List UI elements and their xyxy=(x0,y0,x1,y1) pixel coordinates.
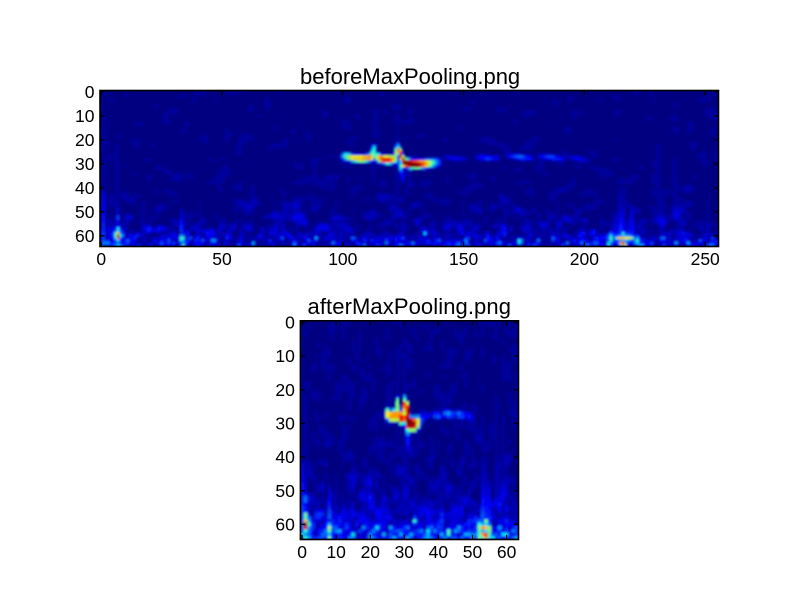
svg-text:beforeMaxPooling.png: beforeMaxPooling.png xyxy=(300,64,520,89)
svg-text:0: 0 xyxy=(96,249,106,269)
svg-text:0: 0 xyxy=(85,82,95,102)
svg-text:100: 100 xyxy=(328,249,357,269)
svg-text:50: 50 xyxy=(75,202,95,222)
svg-text:40: 40 xyxy=(75,178,95,198)
svg-text:50: 50 xyxy=(212,249,232,269)
svg-text:afterMaxPooling.png: afterMaxPooling.png xyxy=(308,294,512,319)
svg-text:50: 50 xyxy=(463,542,483,562)
svg-text:50: 50 xyxy=(275,481,295,501)
svg-text:10: 10 xyxy=(75,106,95,126)
svg-text:20: 20 xyxy=(75,130,95,150)
svg-text:20: 20 xyxy=(361,542,381,562)
svg-text:40: 40 xyxy=(275,447,295,467)
svg-text:20: 20 xyxy=(275,380,295,400)
svg-text:200: 200 xyxy=(570,249,599,269)
svg-text:10: 10 xyxy=(326,542,346,562)
svg-text:150: 150 xyxy=(449,249,478,269)
svg-text:60: 60 xyxy=(275,515,295,535)
svg-text:0: 0 xyxy=(285,313,295,333)
svg-text:0: 0 xyxy=(297,542,307,562)
svg-text:30: 30 xyxy=(275,414,295,434)
svg-text:60: 60 xyxy=(497,542,517,562)
svg-text:30: 30 xyxy=(395,542,415,562)
svg-text:60: 60 xyxy=(75,226,95,246)
svg-text:40: 40 xyxy=(429,542,449,562)
svg-text:10: 10 xyxy=(275,346,295,366)
svg-text:250: 250 xyxy=(691,249,720,269)
svg-text:30: 30 xyxy=(75,154,95,174)
